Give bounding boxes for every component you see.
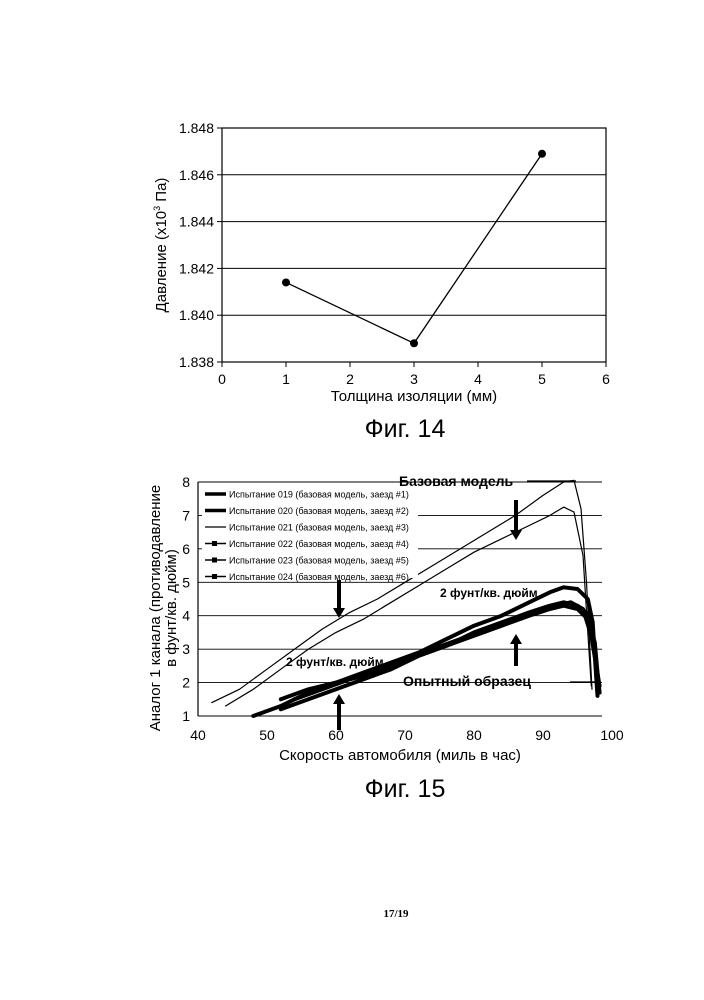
figure-14-y-tick-label: 1.842 bbox=[179, 260, 214, 276]
figure-15-chart: 1 2 3 4 5 6 7 8 40 50 60 70 80 90 100 Испытание 019 (… bbox=[147, 473, 624, 803]
figure-14-y-tick-label: 1.844 bbox=[179, 214, 214, 230]
figure-15-annotations: Базовая модель Опытный образец 2 фунт/кв… bbox=[286, 473, 596, 730]
figure-15-y-tick-label: 3 bbox=[182, 641, 190, 657]
figure-15-legend-label: Испытание 019 (базовая модель, заезд #1) bbox=[229, 490, 409, 500]
figure-14-y-tick-label: 1.840 bbox=[179, 307, 214, 323]
figure-14-y-tick-label: 1.838 bbox=[179, 354, 214, 370]
figure-15-series-line bbox=[211, 479, 593, 704]
figure-14-x-ticks: 0 1 2 3 4 5 6 bbox=[218, 362, 610, 387]
figure-14-y-axis-label: Давление (x103 Па) bbox=[152, 178, 170, 313]
figure-14-series bbox=[282, 149, 546, 348]
figure-14-y-ticks: 1.838 1.840 1.842 1.844 1.846 1.848 bbox=[179, 120, 222, 370]
figure-15-y-ticks: 1 2 3 4 5 6 7 8 bbox=[182, 474, 190, 724]
figure-15-legend-marker bbox=[212, 541, 217, 546]
figure-15-x-axis-label: Скорость автомобиля (миль в час) bbox=[279, 747, 521, 764]
page-number: 17/19 bbox=[383, 908, 409, 920]
figure-15-caption: Фиг. 15 bbox=[365, 775, 446, 803]
figure-15-legend-box bbox=[202, 486, 418, 578]
figure-15-y-tick-label: 4 bbox=[182, 608, 190, 624]
figure-14-x-tick-label: 1 bbox=[282, 371, 290, 387]
figure-15-legend-marker bbox=[212, 557, 217, 563]
figure-14-x-tick-label: 4 bbox=[474, 371, 482, 387]
figure-14-y-tick-label: 1.846 bbox=[179, 167, 214, 183]
figure-14-data-point bbox=[538, 149, 546, 158]
figure-15-x-tick-label: 50 bbox=[259, 727, 275, 743]
figure-15-x-tick-label: 60 bbox=[328, 727, 344, 743]
figure-14-caption: Фиг. 14 bbox=[365, 415, 446, 443]
figure-15-series bbox=[211, 479, 602, 718]
annotation-prototype: Опытный образец bbox=[403, 673, 531, 689]
figure-15-y-tick-label: 6 bbox=[182, 541, 190, 557]
figure-15-legend-label: Испытание 024 (базовая модель, заезд #6) bbox=[229, 572, 409, 582]
figure-15-legend-label: Испытание 022 (базовая модель, заезд #4) bbox=[229, 539, 409, 549]
figure-14-x-tick-label: 0 bbox=[218, 371, 226, 387]
arrow-up-left-head bbox=[333, 694, 345, 704]
figure-14-data-point bbox=[410, 339, 418, 348]
figure-14-y-tick-label: 1.848 bbox=[179, 120, 214, 136]
figure-15-y-tick-label: 5 bbox=[182, 574, 190, 590]
figure-15-x-tick-label: 40 bbox=[190, 727, 206, 743]
figure-15-legend: Испытание 019 (базовая модель, заезд #1)… bbox=[202, 486, 418, 582]
arrow-up-right-head bbox=[510, 634, 522, 644]
arrow-down-left-head bbox=[333, 608, 345, 618]
figure-14-x-tick-label: 6 bbox=[602, 371, 610, 387]
figure-14-x-tick-label: 5 bbox=[538, 371, 546, 387]
figure-15-series-line bbox=[292, 600, 602, 702]
annotation-delta-left: 2 фунт/кв. дюйм bbox=[286, 655, 384, 669]
figure-15-legend-marker bbox=[212, 574, 217, 579]
figure-15-x-tick-label: 100 bbox=[600, 727, 624, 743]
figure-14-x-tick-label: 3 bbox=[410, 371, 418, 387]
figure-15-y-tick-label: 7 bbox=[182, 507, 190, 523]
figure-15-x-tick-label: 90 bbox=[535, 727, 551, 743]
figure-15-series-line bbox=[225, 506, 592, 707]
figure-15-x-ticks: 40 50 60 70 80 90 100 bbox=[190, 727, 624, 743]
figure-14-x-axis-label: Толщина изоляции (мм) bbox=[331, 388, 497, 405]
figure-14-x-tick-label: 2 bbox=[346, 371, 354, 387]
arrow-down-right-head bbox=[510, 530, 522, 540]
figure-14-chart: 1.838 1.840 1.842 1.844 1.846 1.848 0 1 2 3 4 5 6 Т… bbox=[152, 120, 610, 443]
figure-15-arrows bbox=[333, 480, 596, 730]
figure-15-legend-label: Испытание 023 (базовая модель, заезд #5) bbox=[229, 556, 409, 566]
annotation-delta-right: 2 фунт/кв. дюйм bbox=[440, 586, 538, 600]
figure-15-legend-label: Испытание 020 (базовая модель, заезд #2) bbox=[229, 506, 409, 516]
figure-14-plot-frame bbox=[221, 127, 607, 363]
annotation-base-model: Базовая модель bbox=[399, 473, 514, 489]
figure-14-data-point bbox=[282, 278, 290, 287]
figure-15-x-tick-label: 80 bbox=[466, 727, 482, 743]
figure-15-y-tick-label: 1 bbox=[182, 708, 190, 724]
figure-15-legend-label: Испытание 021 (базовая модель, заезд #3) bbox=[229, 523, 409, 533]
figure-15-y-axis-label: Аналог 1 канала (противодавлениев фунт/к… bbox=[147, 485, 180, 732]
figure-14-gridlines bbox=[222, 174, 606, 316]
figure-15-x-tick-label: 70 bbox=[397, 727, 413, 743]
figure-15-y-tick-label: 8 bbox=[182, 474, 190, 490]
figure-15-y-tick-label: 2 bbox=[182, 675, 190, 691]
